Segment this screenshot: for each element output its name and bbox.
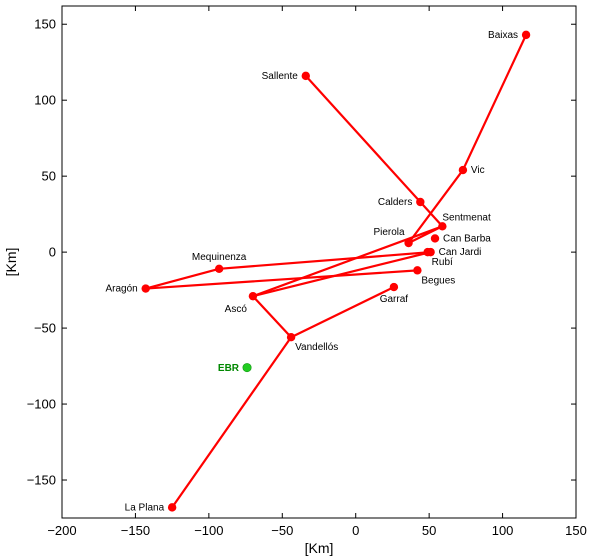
node-label: Can Jardi bbox=[439, 247, 482, 258]
network-segment bbox=[461, 33, 528, 172]
network-segment bbox=[144, 267, 221, 290]
x-tick-label: 0 bbox=[352, 523, 359, 538]
y-tick-label: −100 bbox=[27, 397, 56, 412]
network-nodes bbox=[141, 30, 531, 512]
node-label: Begues bbox=[421, 275, 455, 286]
node-marker bbox=[458, 165, 468, 175]
node-marker bbox=[521, 30, 531, 40]
network-segment bbox=[251, 295, 293, 339]
node-marker bbox=[404, 238, 413, 248]
node-marker bbox=[416, 197, 425, 207]
network-segment bbox=[251, 251, 432, 298]
y-tick-label: −50 bbox=[34, 321, 56, 336]
y-axis-title: [Km] bbox=[3, 248, 19, 277]
node-label: Pierola bbox=[373, 227, 405, 238]
network-segment bbox=[407, 168, 465, 245]
axis-ticks: −200 −150 −100 −50 0 50 100 150 −150 −100 −50 0 50 10… bbox=[27, 6, 587, 538]
node-label: Vic bbox=[471, 165, 485, 176]
network-segment bbox=[171, 336, 293, 509]
node-marker bbox=[214, 264, 224, 274]
y-tick-label: 50 bbox=[42, 169, 56, 184]
x-tick-label: 100 bbox=[492, 523, 514, 538]
ebr-label: EBR bbox=[218, 363, 240, 374]
node-label: Calders bbox=[378, 197, 412, 208]
x-tick-label: −50 bbox=[271, 523, 293, 538]
node-label: Baixas bbox=[488, 30, 518, 41]
node-label: Aragón bbox=[105, 284, 137, 295]
network-segment bbox=[289, 285, 395, 339]
node-label: Sallente bbox=[262, 71, 299, 82]
node-marker bbox=[301, 71, 310, 81]
node-marker bbox=[438, 222, 447, 231]
x-tick-label: 50 bbox=[422, 523, 436, 538]
x-tick-label: −200 bbox=[47, 523, 76, 538]
network-segment bbox=[251, 225, 444, 298]
node-labels: Baixas Sallente Vic Calders Sentmenat Pierola… bbox=[105, 30, 518, 513]
y-tick-label: 0 bbox=[49, 245, 56, 260]
node-marker bbox=[413, 266, 422, 275]
node-marker bbox=[430, 234, 440, 243]
network-segment bbox=[144, 269, 419, 290]
node-label: La Plana bbox=[125, 502, 165, 513]
node-marker bbox=[167, 503, 177, 512]
node-label: Ascó bbox=[225, 304, 248, 315]
node-marker bbox=[248, 291, 258, 301]
y-tick-label: 100 bbox=[34, 93, 56, 108]
node-marker bbox=[423, 247, 432, 257]
node-label: Garraf bbox=[380, 294, 409, 305]
node-label: Vandellós bbox=[295, 342, 338, 353]
node-marker bbox=[286, 333, 296, 342]
node-label: Mequinenza bbox=[192, 252, 247, 263]
node-marker bbox=[141, 284, 150, 293]
y-tick-label: 150 bbox=[34, 17, 56, 32]
node-label: Rubí bbox=[432, 257, 453, 268]
node-label: Can Barba bbox=[443, 233, 491, 244]
node-label: Sentmenat bbox=[442, 212, 491, 223]
x-tick-label: −100 bbox=[194, 523, 223, 538]
x-tick-label: −150 bbox=[121, 523, 150, 538]
ebr-marker bbox=[242, 363, 252, 373]
node-marker bbox=[389, 282, 399, 292]
y-tick-label: −150 bbox=[27, 473, 56, 488]
x-axis-title: [Km] bbox=[305, 540, 334, 556]
x-tick-label: 150 bbox=[565, 523, 587, 538]
network-segment bbox=[218, 251, 432, 270]
